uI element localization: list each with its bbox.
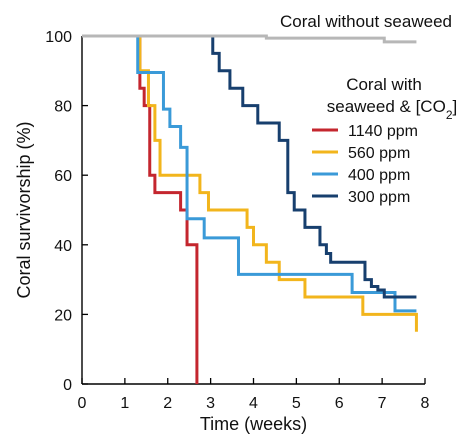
x-tick-label: 1 (120, 395, 129, 412)
y-tick-label: 80 (54, 99, 72, 116)
x-tick-label: 4 (249, 395, 258, 412)
series-line (82, 34, 417, 313)
series-line (82, 34, 199, 384)
x-tick-label: 5 (292, 395, 301, 412)
x-tick-label: 6 (335, 395, 344, 412)
x-tick-label: 3 (206, 395, 215, 412)
x-tick-label: 7 (378, 395, 387, 412)
series-line (82, 34, 418, 332)
x-tick-label: 8 (421, 395, 430, 412)
legend-item-label: 1140 ppm (348, 123, 418, 140)
legend-title-line-1: Coral with (346, 75, 422, 94)
legend-item-label: 560 ppm (348, 145, 410, 162)
y-axis-label: Coral survivorship (%) (14, 121, 34, 298)
legend-title-line-2: seaweed & [CO2] (327, 97, 457, 122)
legend-title-line-2-prefix: seaweed & [CO (327, 97, 446, 116)
legend-title-line-2-suffix: ] (453, 97, 458, 116)
annotation-label: Coral without seaweed (280, 12, 452, 31)
y-tick-label: 100 (45, 29, 72, 46)
y-tick-label: 40 (54, 238, 72, 255)
legend-items: 1140 ppm 560 ppm 400 ppm 300 ppm (312, 123, 418, 206)
series-line (82, 34, 417, 299)
legend-item-label: 300 ppm (348, 189, 410, 206)
legend-title-line-2-subscript: 2 (446, 108, 453, 122)
series-line (82, 34, 417, 44)
series-layer (82, 34, 418, 384)
x-tick-label: 2 (163, 395, 172, 412)
y-tick-label: 20 (54, 307, 72, 324)
y-tick-label: 0 (63, 377, 72, 394)
y-tick-label: 60 (54, 168, 72, 185)
legend-item-label: 400 ppm (348, 167, 410, 184)
x-axis-label: Time (weeks) (200, 414, 307, 434)
x-tick-label: 0 (78, 395, 87, 412)
